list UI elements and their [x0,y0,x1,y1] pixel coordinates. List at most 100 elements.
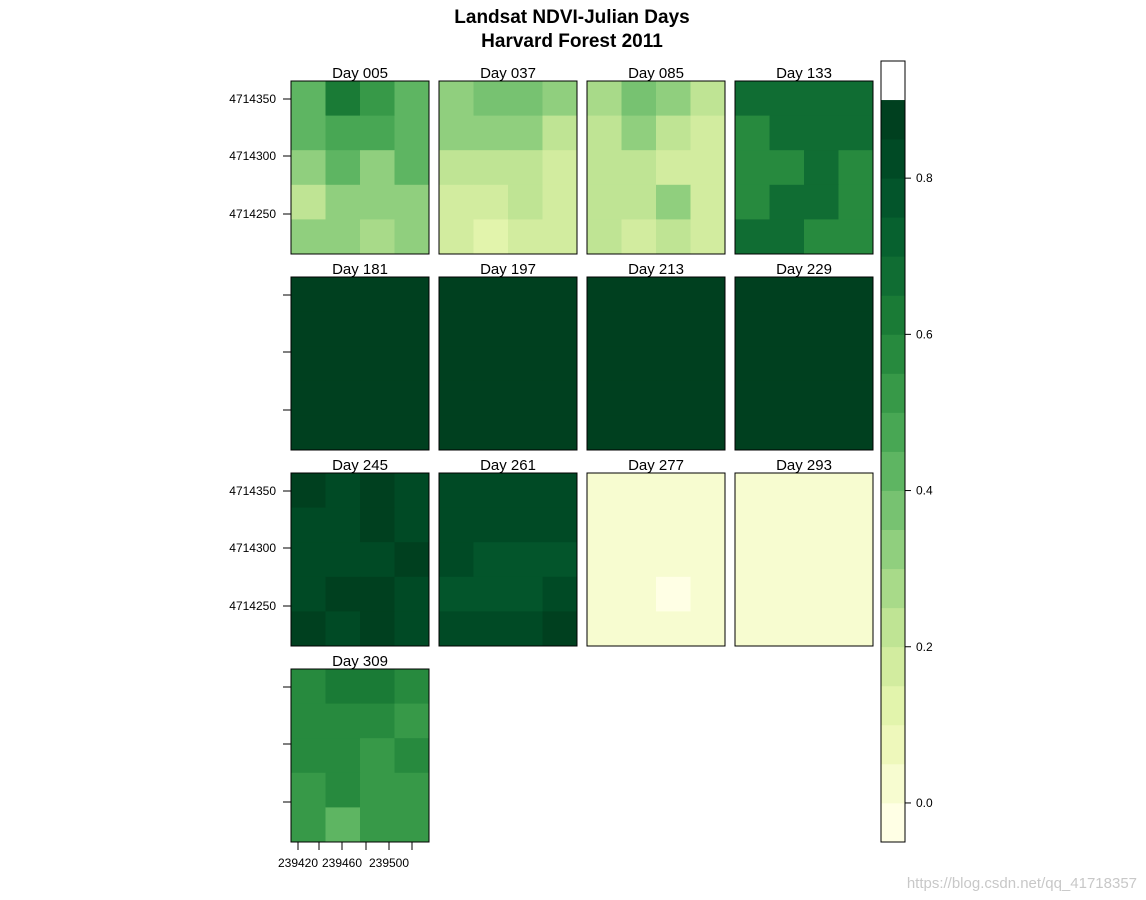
heatmap-cell [291,576,326,612]
heatmap-cell [439,150,474,186]
heatmap-cell [394,807,430,843]
heatmap-cell [587,115,622,151]
panel-label: Day 133 [776,65,832,82]
heatmap-cell [769,346,805,382]
heatmap-cell [804,611,839,647]
colorbar-swatch [881,256,905,296]
heatmap-cell [542,576,578,612]
heatmap-cell [656,115,691,151]
heatmap-cell [508,415,543,451]
heatmap-cell [473,380,509,416]
heatmap-cell [838,346,874,382]
colorbar: 0.0 0.2 0.4 0.6 0.8 [880,60,933,843]
heatmap-cell [473,184,509,220]
heatmap-cell [394,772,430,808]
heatmap-cell [587,611,622,647]
heatmap-cell [656,277,691,312]
heatmap-cell [804,507,839,543]
colorbar-frame [880,60,906,843]
heatmap-cell [690,277,726,312]
heatmap-cell [473,219,509,255]
panel-frame [586,80,726,255]
heatmap-cell [838,380,874,416]
heatmap-cell [291,738,326,774]
panel-label: Day 229 [776,261,832,278]
heatmap-cell [690,150,726,186]
heatmap-cell [838,184,874,220]
heatmap-cell [690,473,726,508]
heatmap-cell [394,346,430,382]
heatmap-cell [690,81,726,116]
heatmap-cell [439,184,474,220]
colorbar-swatch [881,451,905,491]
colorbar-swatch [881,217,905,257]
heatmap-cell [325,150,361,186]
heatmap-cell [804,576,839,612]
panel-frame [586,472,726,647]
heatmap-cell [542,311,578,347]
heatmap-cell [656,415,691,451]
heatmap-cell [690,219,726,255]
heatmap-cell [735,380,770,416]
heatmap-cell [587,311,622,347]
y-tick-label: 4714300 [229,541,276,555]
heatmap-cell [838,576,874,612]
panel: Day 037 [438,65,578,255]
heatmap-cell [394,219,430,255]
colorbar-swatch [881,334,905,374]
heatmap-cell [394,150,430,186]
panel-label: Day 309 [332,653,388,670]
heatmap-cell [804,346,839,382]
heatmap-cell [621,219,657,255]
heatmap-cell [508,380,543,416]
colorbar-swatch [881,295,905,335]
heatmap-cell [325,542,361,578]
panel-frame [438,276,578,451]
heatmap-cell [291,669,326,704]
heatmap-cell [291,346,326,382]
panel-frame [586,276,726,451]
heatmap-cell [473,611,509,647]
heatmap-cell [394,669,430,704]
heatmap-cell [587,576,622,612]
heatmap-cell [508,542,543,578]
colorbar-tick-label: 0.4 [916,484,933,498]
panel-frame [290,80,430,255]
panel-label: Day 245 [332,457,388,474]
chart-title: Landsat NDVI-Julian Days [454,7,689,28]
heatmap-cell [838,150,874,186]
heatmap-cell [804,542,839,578]
heatmap-cell [325,738,361,774]
heatmap-cell [587,415,622,451]
panel-label: Day 005 [332,65,388,82]
heatmap-cell [360,380,395,416]
heatmap-cell [542,473,578,508]
heatmap-cell [508,346,543,382]
colorbar-swatch [881,412,905,452]
heatmap-cell [439,81,474,116]
heatmap-cell [735,277,770,312]
heatmap-cell [508,611,543,647]
heatmap-cell [621,380,657,416]
heatmap-cell [735,184,770,220]
heatmap-cell [508,184,543,220]
heatmap-cell [360,81,395,116]
heatmap-cell [473,81,509,116]
heatmap-cell [838,219,874,255]
heatmap-cell [735,311,770,347]
heatmap-cell [394,473,430,508]
heatmap-cell [804,184,839,220]
heatmap-cell [360,772,395,808]
colorbar-tick-label: 0.2 [916,640,933,654]
heatmap-cell [439,473,474,508]
heatmap-cell [473,576,509,612]
colorbar-swatch [881,802,905,843]
heatmap-cell [325,346,361,382]
heatmap-cell [735,611,770,647]
heatmap-cell [656,219,691,255]
panel: Day 085 [586,65,726,255]
heatmap-cell [804,473,839,508]
heatmap-cell [838,611,874,647]
heatmap-cell [838,81,874,116]
heatmap-cell [291,807,326,843]
